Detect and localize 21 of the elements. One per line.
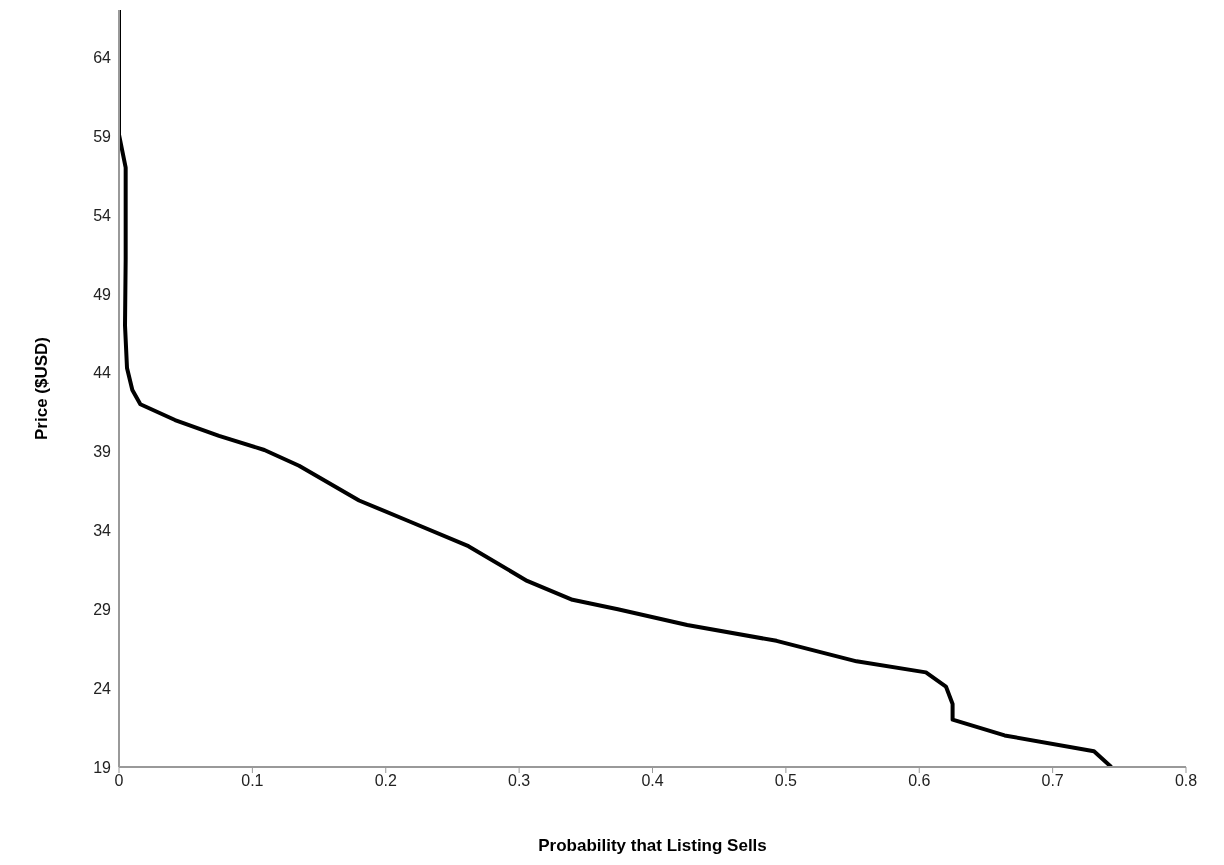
y-tick-label: 24 [93,679,112,697]
x-tick-label: 0.4 [641,772,664,790]
x-tick-label: 0.1 [241,772,264,790]
y-tick-label: 29 [93,600,112,618]
y-tick-label: 44 [93,364,112,382]
y-tick-label: 64 [93,48,112,66]
y-tick-label: 34 [93,522,112,540]
x-tick-label: 0.2 [374,772,397,790]
y-tick-label: 54 [93,206,112,224]
x-tick-label: 0.8 [1174,772,1198,790]
y-tick-label: 59 [93,127,112,145]
y-tick-label: 39 [93,443,112,461]
y-tick-label: 49 [93,285,112,303]
y-tick-label: 19 [93,758,112,776]
x-tick-label: 0.6 [908,772,931,790]
x-tick-label: 0 [114,772,124,790]
x-tick-label: 0.5 [774,772,798,790]
x-tick-label: 0.3 [508,772,531,790]
x-axis-title: Probability that Listing Sells [538,836,767,856]
y-axis-title: Price ($USD) [32,337,52,440]
x-tick-label: 0.7 [1041,772,1064,790]
